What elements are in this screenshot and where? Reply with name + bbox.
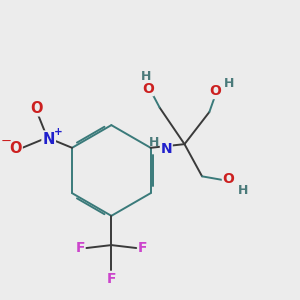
Text: O: O — [10, 141, 22, 156]
Text: O: O — [31, 101, 43, 116]
Text: H: H — [141, 70, 152, 83]
Text: N: N — [160, 142, 172, 156]
Text: −: − — [1, 135, 12, 148]
Text: O: O — [142, 82, 154, 96]
Text: H: H — [148, 136, 159, 149]
Text: N: N — [43, 131, 55, 146]
Text: O: O — [223, 172, 234, 186]
Text: O: O — [209, 85, 221, 98]
Text: F: F — [138, 241, 147, 255]
Text: H: H — [224, 77, 235, 90]
Text: F: F — [106, 272, 116, 286]
Text: +: + — [54, 127, 63, 137]
Text: F: F — [75, 241, 85, 255]
Text: H: H — [238, 184, 248, 197]
